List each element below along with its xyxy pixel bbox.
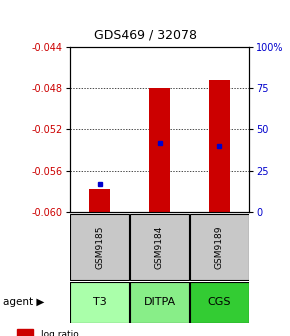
Text: GSM9185: GSM9185	[95, 225, 104, 269]
Bar	[70, 282, 129, 323]
Text: GDS469 / 32078: GDS469 / 32078	[93, 29, 197, 42]
Text: GSM9189: GSM9189	[215, 225, 224, 269]
Bar	[190, 282, 249, 323]
Bar	[190, 214, 249, 280]
Bar	[70, 214, 129, 280]
Text: log ratio: log ratio	[41, 330, 79, 336]
Bar	[149, 88, 170, 212]
Bar	[130, 282, 189, 323]
Bar	[130, 214, 189, 280]
Bar	[209, 80, 230, 212]
Text: agent ▶: agent ▶	[3, 297, 44, 307]
Text: GSM9184: GSM9184	[155, 225, 164, 269]
Text: CGS: CGS	[208, 297, 231, 307]
Bar	[17, 329, 33, 336]
Text: T3: T3	[93, 297, 106, 307]
Bar	[89, 189, 110, 212]
Text: DITPA: DITPA	[144, 297, 175, 307]
